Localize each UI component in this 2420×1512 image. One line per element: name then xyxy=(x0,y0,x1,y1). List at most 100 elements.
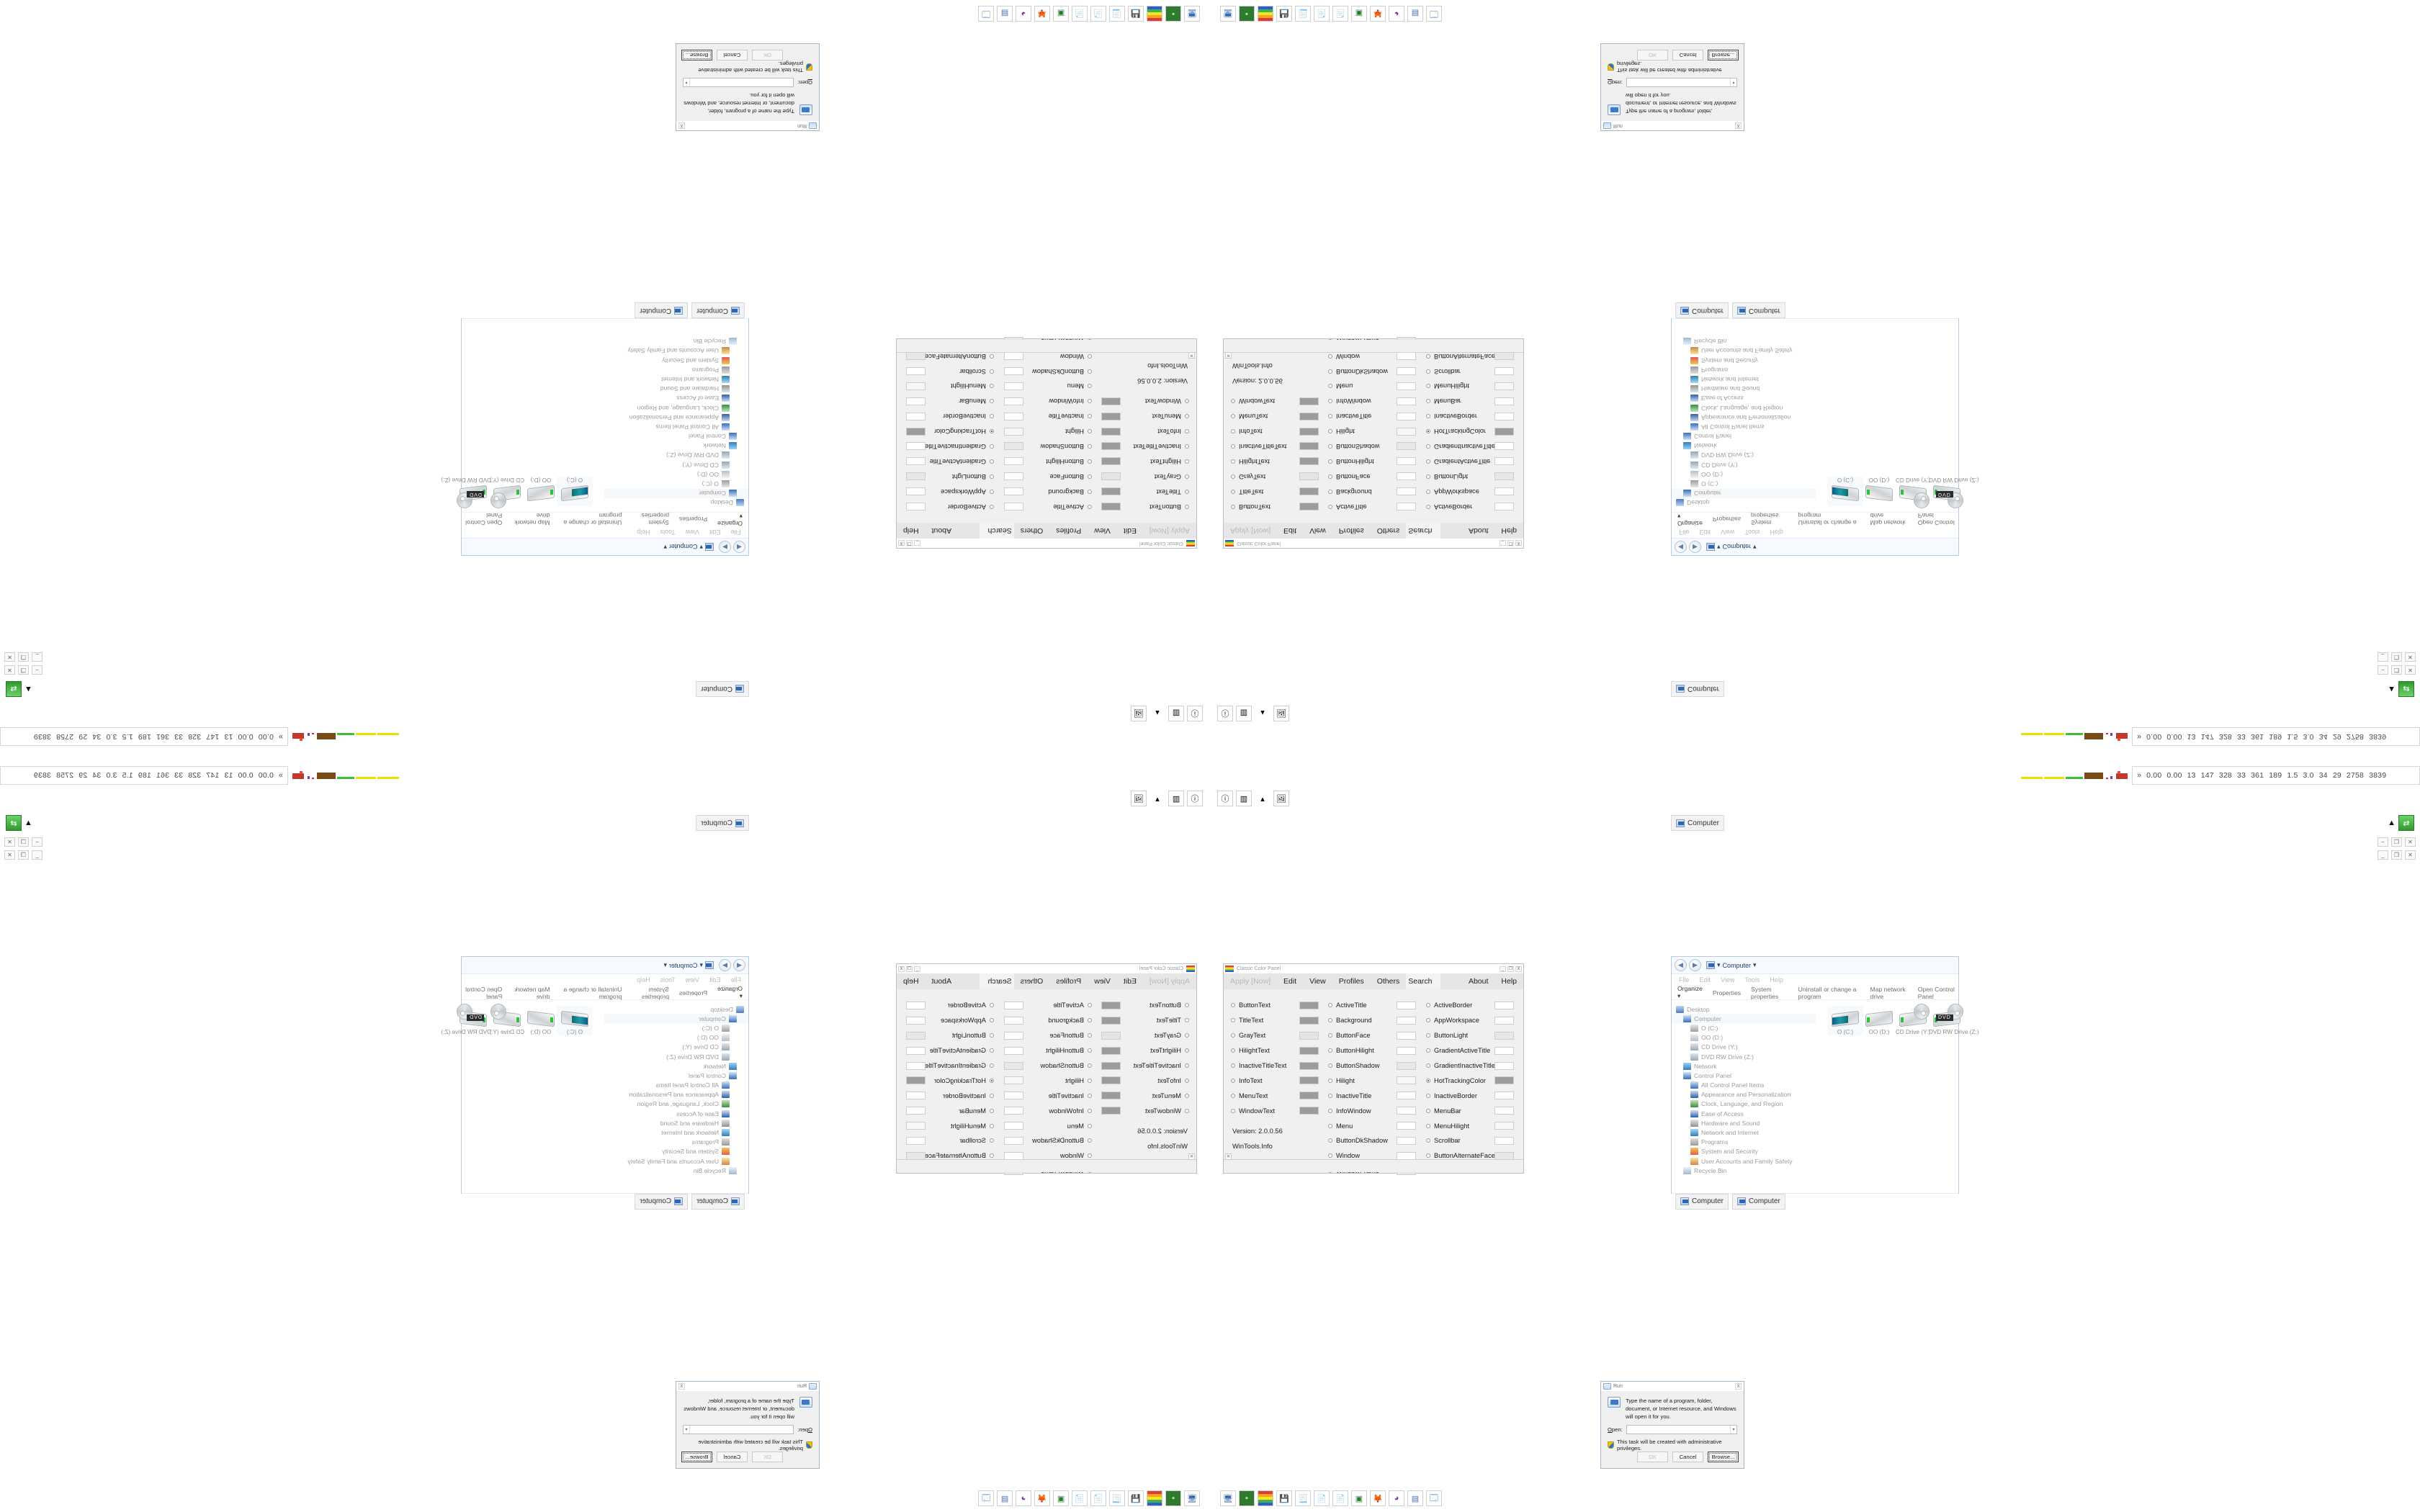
color-row[interactable]: ButtonHilight xyxy=(998,454,1092,469)
color-radio[interactable] xyxy=(990,1138,994,1143)
nav-tree-item[interactable]: Network xyxy=(1672,1061,1816,1071)
navigation-pane[interactable]: Desktop Computer O (C:) OO (D:) CD Drive (Y:… xyxy=(1672,1000,1816,1193)
nav-tree-item[interactable]: CD Drive (Y:) xyxy=(1672,460,1816,469)
color-swatch[interactable] xyxy=(1299,1016,1319,1025)
color-swatch[interactable] xyxy=(1397,1031,1416,1040)
notepad-icon[interactable]: 📄 xyxy=(1072,6,1088,22)
menu-apply-now[interactable]: Apply [Now] xyxy=(1149,526,1190,535)
display-switch-icon[interactable]: 🖼 xyxy=(1273,706,1289,721)
nav-tree-item[interactable]: Appearance and Personalization xyxy=(604,413,748,422)
color-row[interactable]: InactiveTitle xyxy=(1328,409,1422,424)
breadcrumb-chevron-down-icon[interactable]: ▾ xyxy=(663,961,667,968)
breadcrumb-chevron-icon[interactable]: ▾ xyxy=(699,544,703,551)
color-row[interactable]: Background xyxy=(998,484,1092,499)
split-view-icon[interactable]: ▥ xyxy=(1168,791,1184,806)
color-row[interactable]: GradientActiveTitle xyxy=(900,1043,994,1058)
color-radio[interactable] xyxy=(1185,1063,1189,1068)
menu-help[interactable]: Help xyxy=(903,977,919,986)
nav-tree-item[interactable]: Network xyxy=(604,441,748,451)
color-swatch[interactable] xyxy=(1101,1016,1121,1025)
color-radio[interactable] xyxy=(1088,1093,1092,1098)
color-swatch[interactable] xyxy=(1397,457,1416,466)
breadcrumb-chevron-down-icon[interactable]: ▾ xyxy=(1753,961,1757,968)
color-swatch[interactable] xyxy=(1101,503,1121,510)
color-radio[interactable] xyxy=(990,399,994,404)
navigation-pane[interactable]: Desktop Computer O (C:) OO (D:) CD Drive (Y:… xyxy=(604,319,748,512)
forward-button[interactable]: ▶ xyxy=(1689,959,1701,971)
menu-apply-now[interactable]: Apply [Now] xyxy=(1230,977,1271,986)
color-panel-titlebar[interactable]: Classic Color Panel _ ❐ X xyxy=(897,964,1196,973)
breadcrumb-chevron-icon[interactable]: ▾ xyxy=(1717,961,1721,968)
firefox-icon[interactable]: 🦊 xyxy=(1034,1490,1050,1506)
color-row[interactable]: InactiveTitle xyxy=(998,1088,1092,1103)
color-swatch[interactable] xyxy=(1397,1122,1416,1130)
monitor-icon[interactable]: 🖥 xyxy=(1184,1490,1200,1506)
color-radio[interactable] xyxy=(1328,414,1332,419)
color-radio[interactable] xyxy=(1426,459,1430,464)
drive-item[interactable]: DVD DVD RW Drive (Z:) xyxy=(1929,477,1978,508)
color-swatch[interactable] xyxy=(906,1046,926,1055)
color-radio[interactable] xyxy=(1088,1063,1092,1068)
color-row[interactable]: MenuHilight xyxy=(1426,1118,1520,1133)
color-swatch[interactable] xyxy=(1101,412,1121,420)
color-radio[interactable] xyxy=(1185,429,1189,434)
color-radio[interactable] xyxy=(1426,1063,1430,1068)
nav-tree-item[interactable]: Network and Internet xyxy=(1672,374,1816,384)
color-radio[interactable] xyxy=(990,1093,994,1098)
display-switch-icon[interactable]: 🖼 xyxy=(1131,706,1147,721)
color-swatch[interactable] xyxy=(1004,442,1023,451)
menu-help[interactable]: Help xyxy=(637,528,650,536)
color-swatch[interactable] xyxy=(1299,1002,1319,1009)
color-row[interactable]: ButtonDkShadow xyxy=(998,364,1092,379)
color-radio[interactable] xyxy=(1185,504,1189,509)
close-button[interactable]: ✕ xyxy=(2405,850,2416,860)
color-radio[interactable] xyxy=(990,414,994,419)
color-radio[interactable] xyxy=(1426,1108,1430,1113)
color-radio[interactable] xyxy=(1185,1078,1189,1083)
color-swatch[interactable] xyxy=(1397,397,1416,405)
color-row[interactable]: ActiveTitle xyxy=(1328,998,1422,1013)
restore-button[interactable]: ❐ xyxy=(1507,540,1514,546)
minimize-button[interactable]: _ xyxy=(1500,966,1506,972)
color-radio[interactable] xyxy=(1328,1078,1332,1083)
back-button[interactable]: ◀ xyxy=(733,541,745,553)
color-radio[interactable] xyxy=(1426,354,1430,359)
menu-others[interactable]: Others xyxy=(1020,977,1044,986)
nav-tree-item[interactable]: Recycle Bin xyxy=(604,1166,748,1175)
search-input[interactable]: Search xyxy=(1406,973,1441,989)
menu-profiles[interactable]: Profiles xyxy=(1338,526,1364,535)
color-swatch[interactable] xyxy=(1004,1122,1023,1130)
color-radio[interactable] xyxy=(990,384,994,389)
color-row[interactable]: AppWorkspace xyxy=(1426,484,1520,499)
menu-about[interactable]: About xyxy=(1468,977,1489,986)
color-panel-menubar[interactable]: Apply [Now] Edit View Profiles Others Se… xyxy=(897,973,1196,989)
color-radio[interactable] xyxy=(1088,399,1092,404)
nav-tree-item[interactable]: All Control Panel Items xyxy=(604,1081,748,1090)
back-button[interactable]: ◀ xyxy=(1675,541,1687,553)
drive-item[interactable]: DVD DVD RW Drive (Z:) xyxy=(442,1004,491,1035)
color-row[interactable]: Hilight xyxy=(1328,424,1422,439)
color-radio[interactable] xyxy=(1088,384,1092,389)
color-swatch[interactable] xyxy=(1299,1061,1319,1070)
close-icon[interactable]: ✕ xyxy=(1188,352,1195,359)
show-hidden-icon[interactable]: ▴ xyxy=(1255,791,1270,806)
menu-tools[interactable]: Tools xyxy=(660,976,676,984)
menu-view[interactable]: View xyxy=(1094,526,1111,535)
color-radio[interactable] xyxy=(1088,1003,1092,1008)
color-row[interactable]: InfoWindow xyxy=(998,394,1092,409)
color-swatch[interactable] xyxy=(1494,1002,1514,1009)
run-open-input[interactable]: ▾ xyxy=(1626,78,1737,87)
color-row[interactable]: GradientActiveTitle xyxy=(900,454,994,469)
color-radio[interactable] xyxy=(1088,489,1092,494)
ok-button[interactable]: OK xyxy=(752,50,783,60)
color-row[interactable]: HilightText xyxy=(1231,1043,1325,1058)
map-network-drive-button[interactable]: Map network drive xyxy=(514,512,550,527)
color-row[interactable]: ActiveBorder xyxy=(900,499,994,514)
color-radio[interactable] xyxy=(1328,1018,1332,1023)
nav-tree-item[interactable]: Ease of Access xyxy=(1672,1109,1816,1118)
explorer-menubar[interactable]: File Edit View Tools Help xyxy=(462,974,748,986)
sync-icon[interactable]: ⇄ xyxy=(6,815,22,831)
color-row[interactable]: MenuBar xyxy=(900,1103,994,1118)
color-swatch[interactable] xyxy=(906,397,926,405)
color-panel-titlebar[interactable]: Classic Color Panel _ ❐ X xyxy=(897,539,1196,548)
